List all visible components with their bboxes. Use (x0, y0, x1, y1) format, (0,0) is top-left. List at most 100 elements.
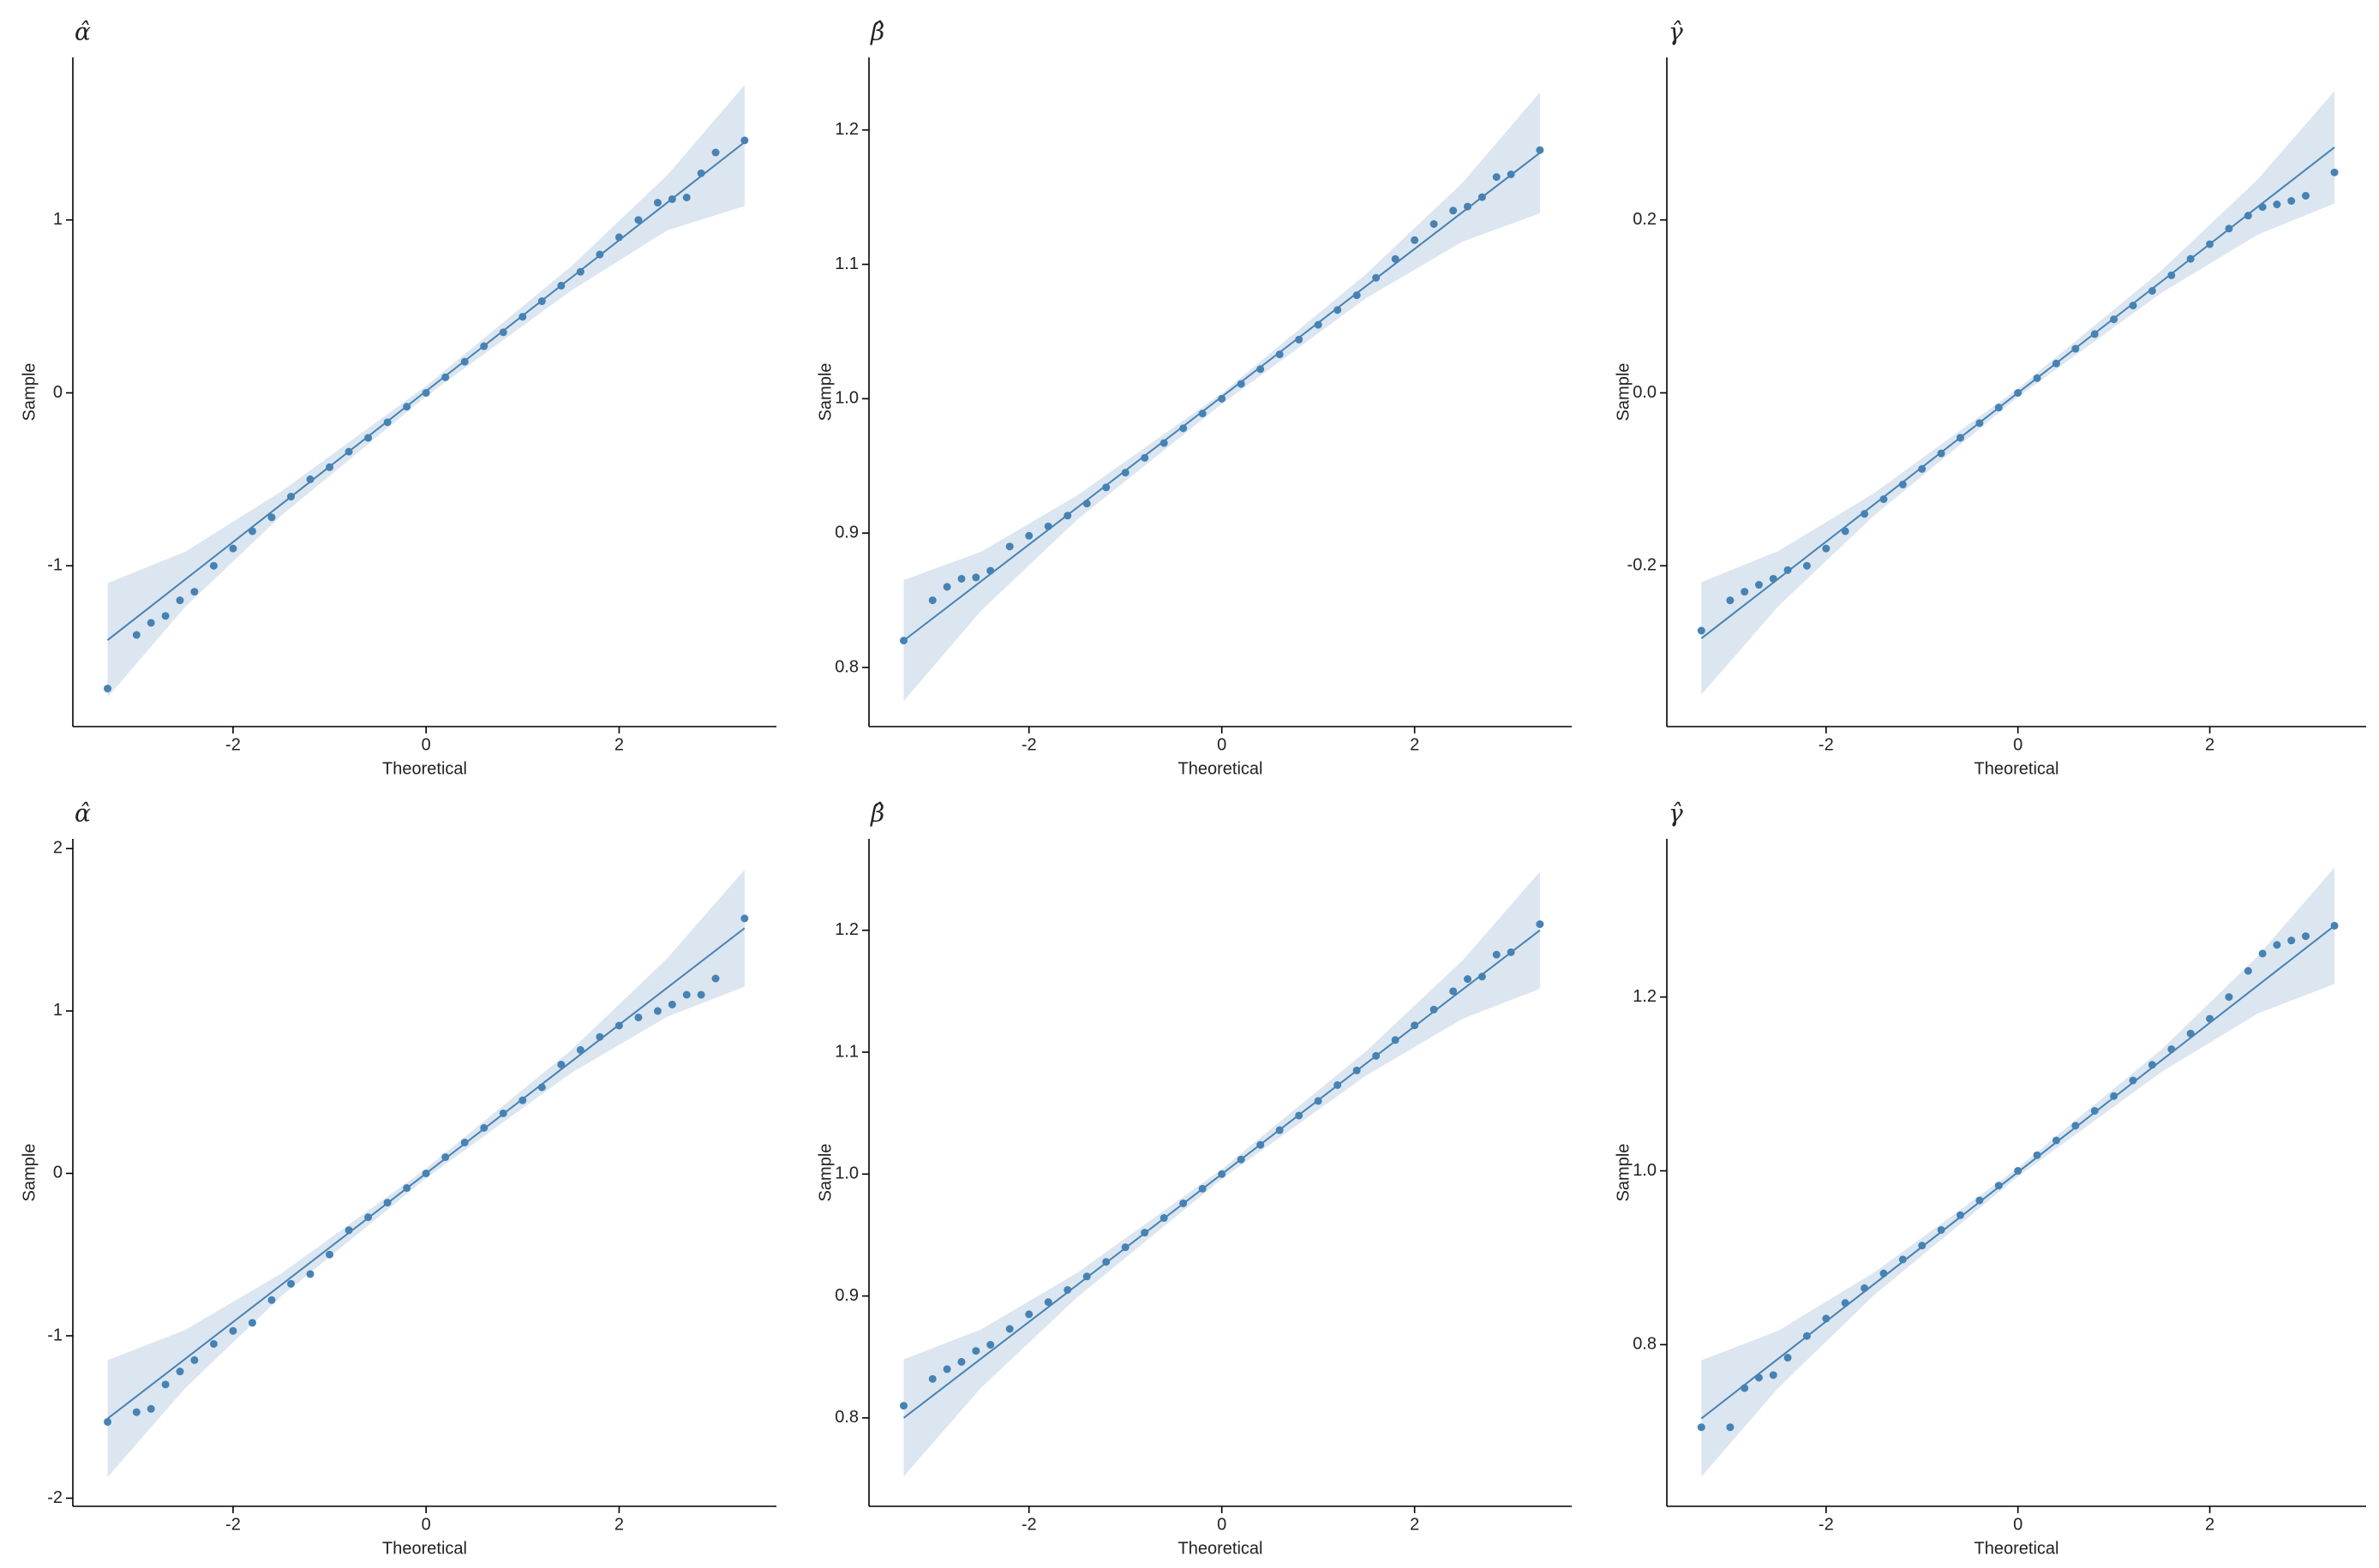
point (1449, 987, 1458, 996)
point (943, 583, 951, 591)
point (1937, 449, 1945, 458)
point (2052, 359, 2060, 368)
point (1861, 510, 1869, 518)
point (364, 1213, 373, 1222)
x-tick-label: 0 (1217, 735, 1226, 754)
point (267, 1296, 276, 1304)
x-axis-label: Theoretical (1178, 1539, 1263, 1558)
point (2033, 1151, 2041, 1159)
point (596, 250, 604, 259)
point (1314, 320, 1322, 329)
point (1429, 1005, 1438, 1014)
point (1783, 566, 1792, 574)
point (147, 1404, 155, 1413)
point (986, 1340, 995, 1349)
point (1464, 202, 1472, 211)
point (1160, 1214, 1168, 1223)
point (190, 588, 199, 596)
x-axis-label: Theoretical (382, 1539, 467, 1558)
point (899, 637, 908, 645)
point (2110, 315, 2118, 324)
point (2244, 967, 2252, 975)
point (1044, 522, 1052, 530)
x-tick-label: -2 (1819, 735, 1834, 754)
point (1536, 146, 1544, 154)
point (441, 1152, 450, 1161)
y-axis-label: Sample (1614, 363, 1633, 422)
point (1179, 1199, 1188, 1207)
x-tick-label: 2 (2205, 1515, 2214, 1534)
point (2071, 1122, 2080, 1130)
qq-panel: -2 0 2 0.8 1.0 1.2 Theoretical Sample γ̂ (1614, 799, 2366, 1558)
point (1975, 419, 1984, 428)
point (1198, 410, 1207, 418)
x-tick-label: 0 (2013, 735, 2022, 754)
point (2090, 1106, 2099, 1115)
point (2071, 344, 2080, 353)
y-tick-label: 0.0 (1633, 383, 1657, 402)
point (1994, 404, 2003, 412)
y-tick-label: 2 (53, 839, 63, 858)
point (209, 561, 218, 570)
point (1025, 1310, 1034, 1319)
point (248, 1319, 256, 1327)
point (1391, 1036, 1399, 1044)
y-axis-label: Sample (1614, 1144, 1633, 1202)
point (2167, 271, 2176, 279)
x-tick-label: 0 (1217, 1515, 1226, 1534)
x-tick-label: 0 (422, 735, 431, 754)
point (2052, 1136, 2060, 1145)
point (957, 574, 966, 583)
point (2301, 932, 2310, 941)
point (634, 216, 643, 224)
point (682, 193, 691, 201)
y-axis-label: Sample (20, 363, 39, 422)
point (682, 990, 691, 999)
point (668, 195, 676, 203)
x-tick-label: -2 (1022, 1515, 1037, 1534)
y-tick-label: 1.2 (835, 920, 859, 939)
y-tick-label: 1.1 (835, 254, 859, 273)
point (1218, 1170, 1226, 1178)
y-axis-label: Sample (20, 1144, 39, 1202)
point (1198, 1184, 1207, 1193)
point (1741, 1384, 1749, 1392)
point (1275, 1126, 1284, 1134)
x-tick-label: -2 (225, 735, 241, 754)
point (248, 527, 256, 536)
panel-title: γ̂ (1669, 18, 1683, 46)
point (2206, 1014, 2214, 1023)
point (1352, 1066, 1361, 1074)
point (403, 1184, 411, 1193)
panel-title: β̂ (870, 799, 884, 828)
point (1697, 1423, 1705, 1432)
point (1025, 531, 1034, 540)
point (1898, 1255, 1907, 1264)
point (697, 990, 705, 999)
point (104, 1417, 112, 1426)
y-tick-label: 1.0 (835, 389, 859, 408)
point (1957, 434, 1965, 442)
point (2258, 949, 2267, 958)
point (2129, 1076, 2137, 1085)
point (1064, 512, 1072, 520)
point (1295, 1111, 1303, 1120)
point (1975, 1196, 1984, 1205)
point (1121, 1243, 1130, 1252)
point (104, 685, 112, 693)
point (1879, 1269, 1888, 1278)
point (1769, 574, 1777, 583)
point (1141, 1229, 1149, 1237)
qq-panel: -2 0 2 0.8 0.9 1.0 1.1 1.2 Theoretical Sample β̂ (816, 799, 1572, 1558)
point (383, 1199, 392, 1207)
point (1464, 975, 1472, 984)
point (2273, 200, 2281, 209)
point (943, 1365, 951, 1373)
y-tick-label: 0.8 (835, 657, 859, 676)
point (1275, 350, 1284, 359)
point (1237, 380, 1245, 388)
point (653, 199, 662, 207)
point (2014, 389, 2022, 398)
point (306, 1270, 315, 1278)
